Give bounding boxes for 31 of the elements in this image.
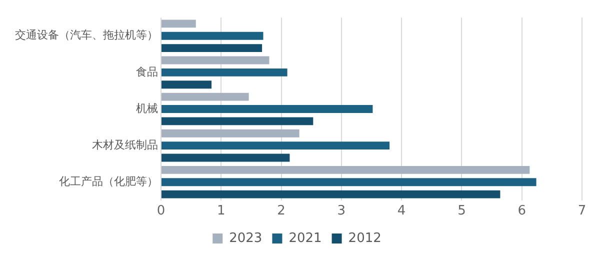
bar <box>162 68 288 76</box>
bar <box>162 190 500 198</box>
x-tick-label: 6 <box>518 204 526 219</box>
bar <box>162 92 249 101</box>
x-tick-label: 3 <box>337 204 346 219</box>
y-tick-label: 木材及纸制品 <box>92 138 158 152</box>
y-tick-label: 化工产品（化肥等） <box>59 174 158 188</box>
x-tick-label: 2 <box>277 204 286 219</box>
bar <box>162 129 300 138</box>
bar <box>162 105 373 113</box>
x-tick-label: 4 <box>397 204 406 219</box>
x-tick-label: 1 <box>217 204 226 219</box>
y-tick-label: 食品 <box>136 65 158 78</box>
bar <box>162 142 390 150</box>
y-tick-label: 机械 <box>136 102 158 115</box>
bar <box>162 178 536 186</box>
bar <box>162 32 264 40</box>
bar <box>162 154 290 162</box>
legend-label: 2012 <box>348 230 382 246</box>
x-tick-label: 7 <box>578 204 586 219</box>
bar <box>162 117 314 126</box>
y-tick-label: 交通设备（汽车、拖拉机等） <box>15 28 158 42</box>
x-tick-label: 0 <box>156 204 166 219</box>
legend-label: 2023 <box>229 230 262 246</box>
bar <box>162 56 270 64</box>
bar <box>162 80 212 89</box>
x-tick-label: 5 <box>458 204 466 219</box>
bar <box>162 44 262 52</box>
bar <box>162 20 196 28</box>
legend-label: 2021 <box>288 230 322 246</box>
bar <box>162 166 530 174</box>
